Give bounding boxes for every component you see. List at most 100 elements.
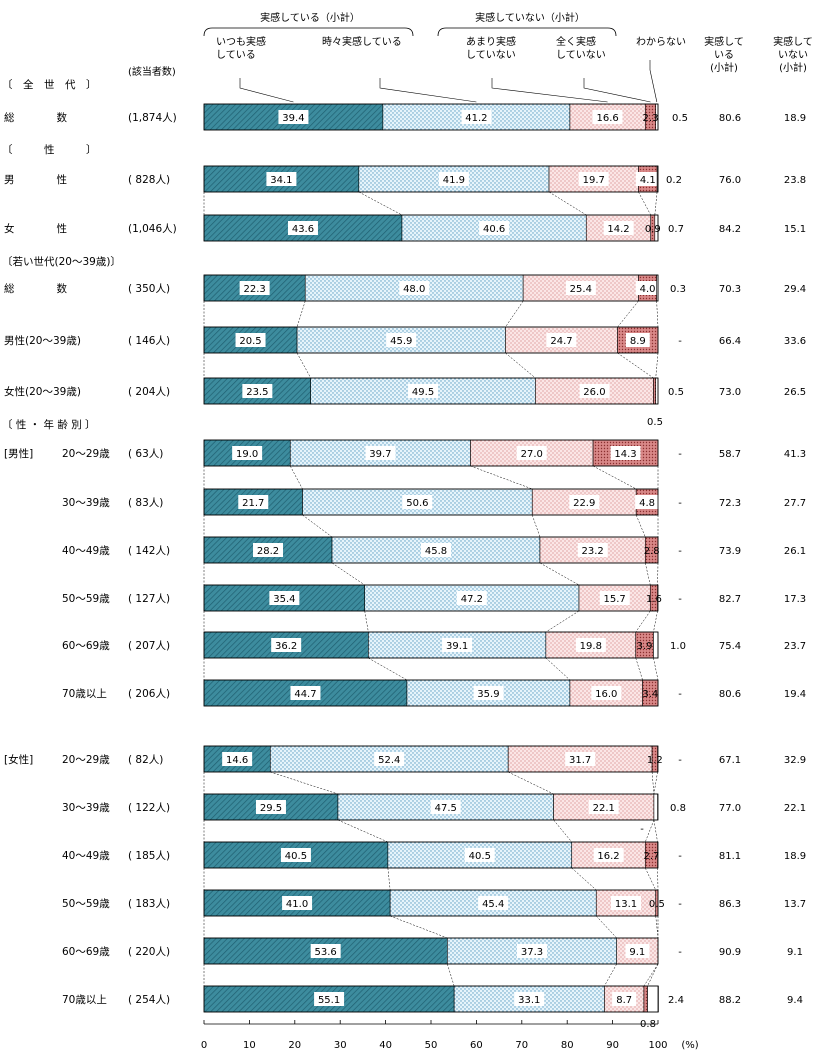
value-label-bg <box>420 543 451 557</box>
subtotal-1: 67.1 <box>719 755 741 766</box>
value-label-bg <box>612 992 637 1006</box>
value-label: 19.7 <box>583 175 605 186</box>
row-count: ( 183人) <box>128 898 170 910</box>
value-label: 45.8 <box>425 546 447 557</box>
row-label: 70歳以上 <box>62 688 107 700</box>
value-label: 44.7 <box>294 689 316 700</box>
bar-outline <box>203 889 659 917</box>
connector-line <box>645 867 656 891</box>
legend-pointer <box>649 60 658 103</box>
connector-line <box>553 819 572 843</box>
connector-line <box>508 771 554 795</box>
value-label: 39.7 <box>369 449 391 460</box>
value-label: - <box>678 449 682 460</box>
subtotal-1: 82.7 <box>719 594 741 605</box>
connector-line <box>635 657 643 681</box>
value-label: - <box>678 546 682 557</box>
connector-line <box>302 514 333 538</box>
column-headers: (該当者数) 実感している(小計) 実感していない(小計) <box>128 35 813 78</box>
value-label: 49.5 <box>412 387 434 398</box>
bar-outline <box>203 326 659 354</box>
value-label-bg <box>569 495 600 509</box>
value-label: 1.6 <box>646 594 662 605</box>
connector-line <box>387 867 391 891</box>
value-label: 0.5 <box>647 417 663 428</box>
row-count: ( 142人) <box>128 545 170 557</box>
subtotal-2: 23.7 <box>784 641 806 652</box>
subtotal-2: 41.3 <box>784 449 806 460</box>
subtotal-1: 73.9 <box>719 546 741 557</box>
value-label: 52.4 <box>378 755 400 766</box>
value-label: 22.3 <box>243 284 265 295</box>
value-label: 2.7 <box>643 851 659 862</box>
bars <box>203 103 660 1013</box>
value-label: 20.5 <box>239 336 261 347</box>
value-label-bg <box>430 800 461 814</box>
subtotal-2: 15.1 <box>784 224 806 235</box>
section-header: 〔 性 ・ 年 齢 別 〕 <box>2 418 96 431</box>
subtotal-1: 70.3 <box>719 284 741 295</box>
value-label-bg <box>438 172 469 186</box>
value-label-bg <box>479 221 510 235</box>
value-label: 19.8 <box>580 641 602 652</box>
value-label: 45.4 <box>482 899 504 910</box>
section-header: 〔 全 世 代 〕 <box>2 78 97 91</box>
connector-line <box>656 300 659 328</box>
value-label-bg <box>242 384 273 398</box>
row-label: 50～59歳 <box>62 898 110 910</box>
bar-outline <box>203 937 659 965</box>
row-label: 20～29歳 <box>62 448 110 460</box>
bar-outline <box>203 679 659 707</box>
value-label: - <box>678 689 682 700</box>
value-label: 29.5 <box>260 803 282 814</box>
connector-line <box>548 191 587 216</box>
row-label: 60～69歳 <box>62 946 110 958</box>
x-tick-label: 40 <box>379 1040 392 1051</box>
value-label: 4.8 <box>639 498 655 509</box>
value-label: 0.8 <box>640 1019 656 1030</box>
value-label: 23.2 <box>581 546 603 557</box>
value-label: 0.8 <box>670 803 686 814</box>
value-label: 0.5 <box>672 113 688 124</box>
bar-outline <box>203 536 659 564</box>
subtotal-2: 26.1 <box>784 546 806 557</box>
x-tick-label: 70 <box>515 1040 528 1051</box>
row-count: ( 82人) <box>128 754 163 766</box>
bar-outline <box>203 985 659 1013</box>
x-tick-label: 10 <box>243 1040 256 1051</box>
legend-bracket-2 <box>437 27 617 37</box>
value-label-bg <box>235 333 266 347</box>
connector-line <box>296 352 311 379</box>
connector-line <box>617 352 654 379</box>
connector-line <box>296 300 306 328</box>
value-label: 50.6 <box>406 498 428 509</box>
connector-line <box>643 963 659 987</box>
row-label: 女 性 <box>4 222 67 235</box>
legend-pointer <box>583 78 651 103</box>
value-label: 34.1 <box>270 175 292 186</box>
x-tick-label: 60 <box>470 1040 483 1051</box>
value-label: 8.9 <box>630 336 646 347</box>
value-label: - <box>678 851 682 862</box>
connector-line <box>470 465 533 490</box>
value-label: 9.1 <box>629 947 645 958</box>
bar-outline <box>203 439 659 467</box>
subtotal-2: 19.4 <box>784 689 806 700</box>
row-count: ( 220人) <box>128 946 170 958</box>
value-label: 4.0 <box>640 284 656 295</box>
x-tick-label: 0 <box>201 1040 207 1051</box>
section-header: 〔 性 〕 <box>2 143 97 156</box>
value-label-bg <box>314 992 345 1006</box>
connector-line <box>653 657 659 681</box>
value-label-bg <box>516 446 547 460</box>
row-label: 40～49歳 <box>62 850 110 862</box>
row-label: 30～39歳 <box>62 497 110 509</box>
value-label: 3.9 <box>637 641 653 652</box>
bar-segment <box>653 377 657 405</box>
subtotal-1: 81.1 <box>719 851 741 862</box>
row-count: ( 207人) <box>128 640 170 652</box>
value-label: - <box>678 899 682 910</box>
value-label: 31.7 <box>569 755 591 766</box>
value-label: 22.9 <box>573 498 595 509</box>
